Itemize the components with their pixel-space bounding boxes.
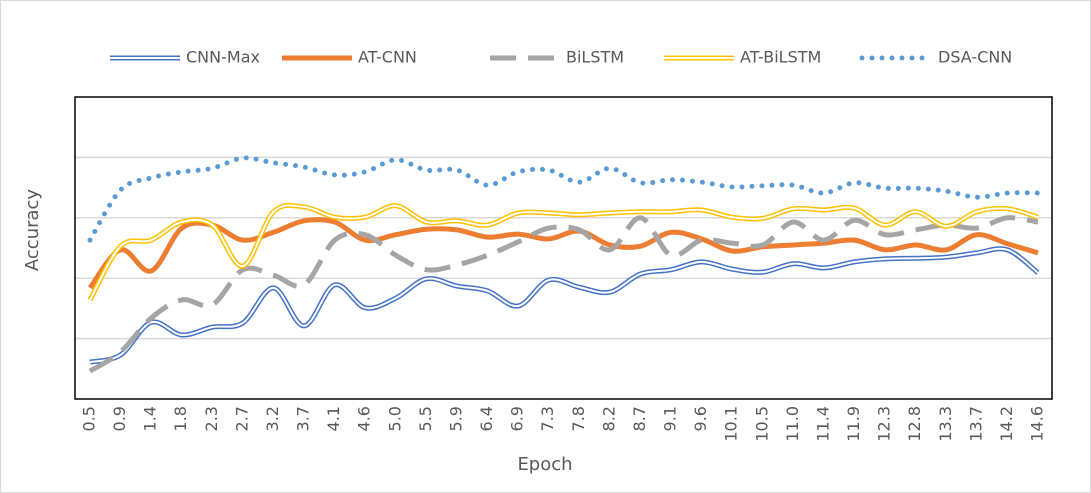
legend-label: BiLSTM (566, 48, 624, 67)
x-tick-label: 11.9 (844, 406, 863, 442)
x-tick-label: 0.9 (110, 406, 129, 431)
x-tick-label: 3.2 (263, 406, 282, 431)
x-tick-label: 11.0 (783, 406, 802, 442)
x-tick-label: 12.3 (875, 406, 894, 442)
x-tick-label: 10.5 (752, 406, 771, 442)
x-tick-label: 3.7 (294, 406, 313, 431)
y-axis-title: Accuracy (22, 189, 43, 272)
x-tick-label: 1.8 (171, 406, 190, 431)
series-line (88, 215, 1039, 374)
x-tick-label: 5.9 (446, 406, 465, 431)
plot-border (74, 96, 1053, 400)
legend-label: AT-BiLSTM (740, 48, 821, 67)
x-tick-label: 2.3 (202, 406, 221, 431)
x-tick-label: 0.5 (80, 406, 99, 431)
series-line (87, 155, 1041, 243)
x-tick-label: 14.2 (997, 406, 1016, 442)
series-line-inner (89, 247, 1039, 364)
x-tick-label: 13.7 (966, 406, 985, 442)
x-tick-label: 8.7 (630, 406, 649, 431)
x-tick-label: 6.9 (508, 406, 527, 431)
legend-label: DSA-CNN (938, 48, 1012, 67)
x-tick-label: 11.4 (813, 406, 832, 442)
x-tick-label: 7.8 (569, 406, 588, 431)
x-tick-label: 6.4 (477, 406, 496, 431)
x-tick-label: 14.6 (1028, 406, 1047, 442)
x-tick-label: 8.2 (599, 406, 618, 431)
legend-label: CNN-Max (186, 48, 260, 67)
legend-label: AT-CNN (358, 48, 417, 67)
x-tick-label: 9.1 (661, 406, 680, 431)
x-tick-label: 4.1 (324, 406, 343, 431)
x-axis-title: Epoch (517, 454, 572, 475)
x-tick-label: 9.6 (691, 406, 710, 431)
series-line (87, 217, 1039, 290)
x-tick-label: 2.7 (232, 406, 251, 431)
x-tick-label: 5.0 (385, 406, 404, 431)
x-tick-label: 12.8 (905, 406, 924, 442)
x-tick-label: 7.3 (538, 406, 557, 431)
series-line-inner (89, 204, 1039, 301)
x-tick-label: 10.1 (722, 406, 741, 442)
x-tick-label: 1.4 (141, 406, 160, 431)
x-tick-label: 5.5 (416, 406, 435, 431)
x-tick-label: 4.6 (355, 406, 374, 431)
x-tick-label: 13.3 (936, 406, 955, 442)
